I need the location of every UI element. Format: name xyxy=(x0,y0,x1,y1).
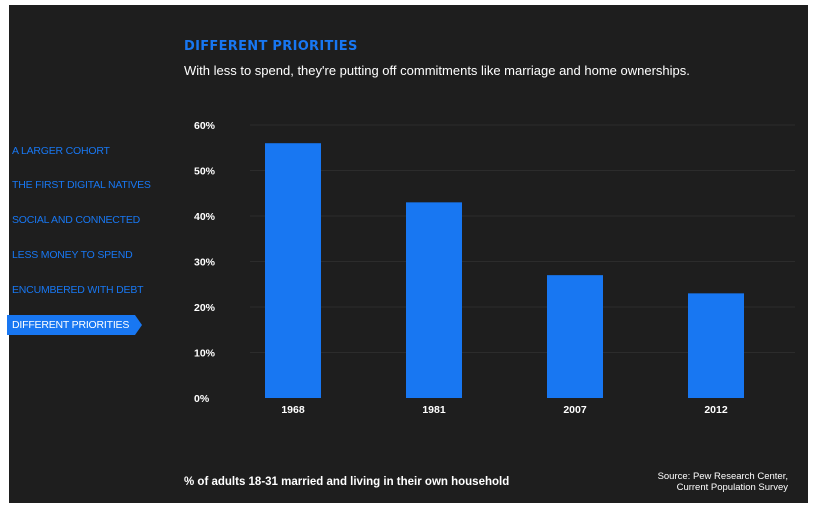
x-tick-label: 2007 xyxy=(563,404,587,416)
nav-item-different-priorities[interactable]: DIFFERENT PRIORITIES xyxy=(7,315,143,335)
nav-item-larger-cohort[interactable]: A LARGER COHORT xyxy=(12,145,110,157)
source-line-1: Source: Pew Research Center, xyxy=(657,471,788,482)
y-tick-label: 30% xyxy=(194,257,216,269)
bar-1968[interactable] xyxy=(265,143,321,398)
y-tick-label: 0% xyxy=(194,393,210,405)
nav-item-digital-natives[interactable]: THE FIRST DIGITAL NATIVES xyxy=(12,179,151,191)
bars xyxy=(265,143,744,398)
nav-item-social-connected[interactable]: SOCIAL AND CONNECTED xyxy=(12,214,141,226)
y-axis-ticks: 0% 10% 20% 30% 40% 50% 60% xyxy=(194,120,216,405)
y-tick-label: 60% xyxy=(194,120,216,132)
source-line-2: Current Population Survey xyxy=(676,482,788,493)
bar-2007[interactable] xyxy=(547,275,603,398)
nav-item-less-money[interactable]: LESS MONEY TO SPEND xyxy=(12,249,133,261)
y-tick-label: 20% xyxy=(194,302,216,314)
source-note: Source: Pew Research Center, Current Pop… xyxy=(658,471,788,493)
y-tick-label: 40% xyxy=(194,211,216,223)
x-tick-label: 2012 xyxy=(704,404,728,416)
page-title: DIFFERENT PRIORITIES xyxy=(184,39,358,54)
chart-footnote: % of adults 18-31 married and living in … xyxy=(184,476,510,488)
x-tick-label: 1968 xyxy=(281,404,305,416)
page-subtitle: With less to spend, they're putting off … xyxy=(184,63,690,78)
x-tick-label: 1981 xyxy=(422,404,446,416)
y-tick-label: 10% xyxy=(194,348,216,360)
bar-2012[interactable] xyxy=(688,293,744,398)
x-axis-ticks: 1968 1981 2007 2012 xyxy=(281,404,728,416)
nav-item-encumbered-debt[interactable]: ENCUMBERED WITH DEBT xyxy=(12,284,144,296)
y-tick-label: 50% xyxy=(194,166,216,178)
bar-1981[interactable] xyxy=(406,202,462,398)
